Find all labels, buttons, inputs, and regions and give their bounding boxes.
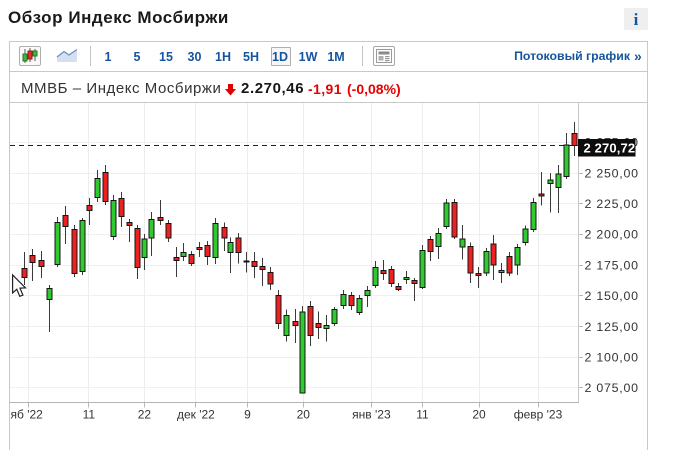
svg-text:2 100,00: 2 100,00 — [585, 351, 639, 365]
svg-text:2 175,00: 2 175,00 — [585, 258, 639, 272]
svg-text:2 075,00: 2 075,00 — [585, 381, 639, 395]
svg-text:2 125,00: 2 125,00 — [585, 320, 639, 334]
svg-text:янв '23: янв '23 — [352, 407, 391, 421]
svg-text:20: 20 — [472, 407, 486, 421]
svg-text:22: 22 — [138, 407, 152, 421]
svg-text:яб '22: яб '22 — [11, 407, 44, 421]
svg-text:2 150,00: 2 150,00 — [585, 289, 639, 303]
svg-text:2 270,72: 2 270,72 — [584, 141, 636, 156]
svg-text:9: 9 — [244, 407, 251, 421]
svg-text:2 200,00: 2 200,00 — [585, 228, 639, 242]
svg-text:2 250,00: 2 250,00 — [585, 166, 639, 180]
svg-text:февр '23: февр '23 — [514, 407, 563, 421]
svg-text:дек '22: дек '22 — [177, 407, 215, 421]
svg-text:2 225,00: 2 225,00 — [585, 197, 639, 211]
svg-text:11: 11 — [416, 407, 429, 421]
svg-text:20: 20 — [297, 407, 311, 421]
svg-text:11: 11 — [83, 407, 96, 421]
